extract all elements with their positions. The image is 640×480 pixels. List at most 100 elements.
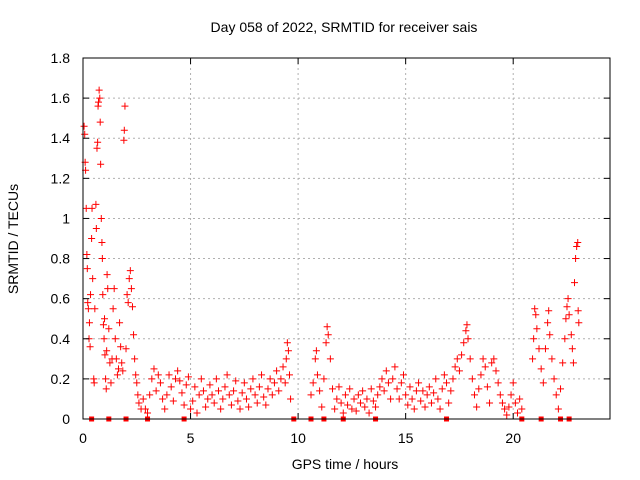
data-point-0-254 (539, 379, 547, 387)
data-point-0-57 (120, 126, 128, 134)
data-point-0-58 (121, 102, 129, 110)
data-point-0-56 (120, 136, 128, 144)
data-point-0-1 (81, 130, 89, 138)
data-point-0-136 (275, 387, 283, 395)
data-point-0-243 (511, 399, 519, 407)
data-point-0-68 (132, 371, 140, 379)
data-point-0-182 (382, 367, 390, 375)
data-point-0-134 (270, 379, 278, 387)
grid-lines (83, 57, 610, 419)
data-point-0-230 (483, 383, 491, 391)
data-point-0-25 (95, 86, 103, 94)
data-point-0-71 (135, 399, 143, 407)
data-point-0-138 (279, 363, 287, 371)
data-point-0-184 (387, 395, 395, 403)
data-point-0-69 (133, 379, 141, 387)
data-point-0-27 (96, 118, 104, 126)
data-point-0-94 (184, 373, 192, 381)
data-point-0-133 (268, 391, 276, 399)
data-point-0-52 (116, 319, 124, 327)
data-point-0-245 (516, 395, 524, 403)
data-point-0-155 (324, 331, 332, 339)
data-point-0-159 (333, 395, 341, 403)
data-point-0-82 (159, 395, 167, 403)
data-point-0-55 (119, 367, 127, 375)
data-point-0-109 (217, 405, 225, 413)
data-point-0-75 (144, 409, 152, 417)
data-point-0-128 (258, 371, 266, 379)
data-point-0-93 (182, 381, 190, 389)
data-point-0-79 (152, 387, 160, 395)
data-point-0-96 (189, 397, 197, 405)
data-point-0-17 (90, 379, 98, 387)
y-tick-label-7: 1.4 (51, 130, 71, 146)
data-point-0-176 (369, 397, 377, 405)
data-point-0-268 (564, 295, 572, 303)
data-point-0-196 (412, 387, 420, 395)
data-point-0-40 (103, 271, 111, 279)
data-point-0-231 (486, 399, 494, 407)
data-point-0-54 (118, 359, 126, 367)
data-point-0-121 (242, 395, 250, 403)
data-point-0-18 (91, 305, 99, 313)
x-tick-label-4: 20 (505, 430, 521, 446)
data-point-0-142 (284, 347, 292, 355)
data-point-0-87 (169, 397, 177, 405)
x-axis-label: GPS time / hours (292, 456, 399, 472)
data-point-0-153 (322, 339, 330, 347)
y-tick-label-9: 1.8 (51, 50, 71, 66)
data-point-0-126 (253, 399, 261, 407)
data-point-0-148 (312, 347, 320, 355)
data-point-0-90 (176, 377, 184, 385)
data-point-0-114 (227, 401, 235, 409)
data-point-0-194 (408, 395, 416, 403)
data-point-0-46 (109, 305, 117, 313)
data-point-0-253 (537, 365, 545, 373)
y-tick-label-0: 0 (62, 411, 70, 427)
y-axis-ticks: 0 0.2 0.4 0.6 0.8 1 1.2 1.4 1.6 1.8 (51, 50, 610, 427)
data-point-0-26 (96, 94, 104, 102)
y-tick-label-1: 0.2 (51, 371, 71, 387)
data-point-0-210 (443, 379, 451, 387)
data-point-0-200 (421, 403, 429, 411)
data-point-0-234 (492, 367, 500, 375)
data-point-0-80 (154, 371, 162, 379)
data-point-0-197 (415, 379, 423, 387)
data-point-0-149 (313, 371, 321, 379)
data-point-0-261 (552, 391, 560, 399)
data-point-0-28 (97, 160, 105, 168)
data-point-0-60 (123, 291, 131, 299)
data-point-0-152 (320, 375, 328, 383)
data-point-0-237 (498, 399, 506, 407)
data-point-0-195 (410, 405, 418, 413)
data-points (80, 86, 583, 419)
data-point-0-175 (367, 385, 375, 393)
data-point-0-166 (348, 405, 356, 413)
data-point-0-37 (102, 375, 110, 383)
data-point-0-10 (85, 319, 93, 327)
data-point-0-188 (395, 395, 403, 403)
data-point-0-213 (449, 375, 457, 383)
data-point-0-101 (199, 387, 207, 395)
data-point-0-12 (87, 291, 95, 299)
data-point-0-223 (468, 375, 476, 383)
data-point-0-6 (83, 265, 91, 273)
data-point-0-186 (391, 363, 399, 371)
data-point-0-260 (550, 375, 558, 383)
data-point-0-262 (554, 405, 562, 413)
data-point-0-49 (112, 355, 120, 363)
data-point-0-83 (161, 405, 169, 413)
data-point-0-143 (285, 371, 293, 379)
data-point-0-264 (559, 359, 567, 367)
data-point-0-22 (94, 138, 102, 146)
data-point-0-150 (316, 387, 324, 395)
data-point-0-63 (126, 267, 134, 275)
data-point-0-24 (94, 98, 102, 106)
data-point-0-38 (102, 385, 110, 393)
data-point-0-193 (406, 383, 414, 391)
data-point-0-272 (569, 359, 577, 367)
data-point-0-74 (141, 405, 149, 413)
data-point-0-35 (101, 315, 109, 323)
data-point-0-62 (125, 275, 133, 283)
data-point-0-247 (529, 355, 537, 363)
